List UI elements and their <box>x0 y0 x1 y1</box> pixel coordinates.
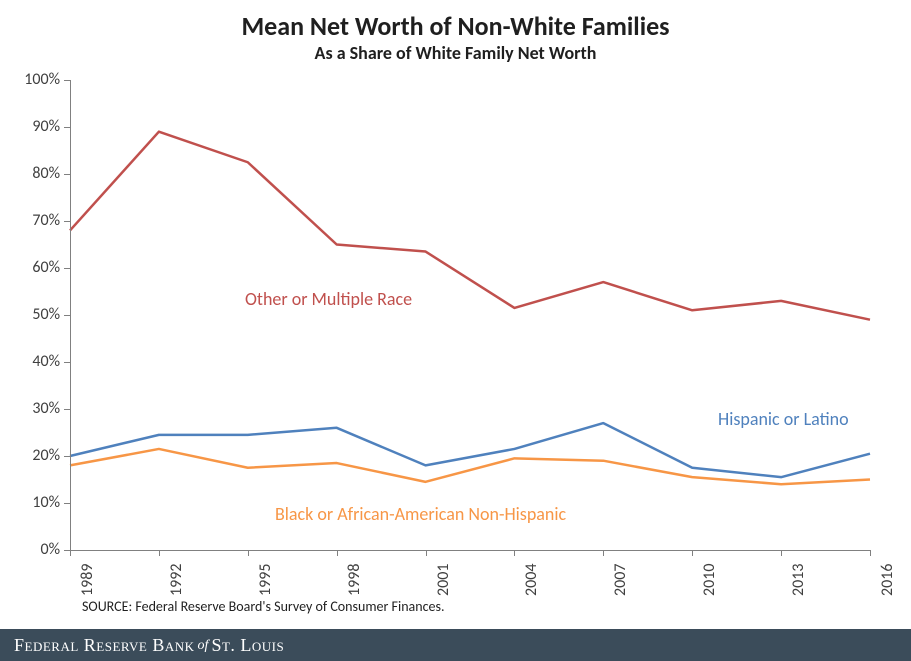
footer-bank-part1: Federal Reserve Bank <box>14 635 195 656</box>
source-text: SOURCE: Federal Reserve Board's Survey o… <box>82 598 445 615</box>
y-tick-label: 70% <box>0 211 60 230</box>
footer-of: of <box>198 637 209 654</box>
series-line <box>70 132 870 320</box>
y-tick-mark <box>64 127 70 128</box>
y-tick-label: 0% <box>0 540 60 559</box>
y-tick-mark <box>64 174 70 175</box>
series-label: Other or Multiple Race <box>245 288 412 310</box>
y-tick-mark <box>64 80 70 81</box>
x-tick-mark <box>870 550 871 556</box>
y-tick-label: 90% <box>0 117 60 136</box>
page-root: Mean Net Worth of Non-White Families As … <box>0 0 911 661</box>
y-tick-mark <box>64 362 70 363</box>
footer-bank-part2: St. Louis <box>211 635 284 656</box>
x-tick-label: 2004 <box>522 564 541 596</box>
y-tick-label: 10% <box>0 493 60 512</box>
y-tick-label: 100% <box>0 70 60 89</box>
y-tick-label: 30% <box>0 399 60 418</box>
x-tick-mark <box>159 550 160 556</box>
x-tick-mark <box>603 550 604 556</box>
plot-area: 0%10%20%30%40%50%60%70%80%90%100%1989199… <box>70 80 870 550</box>
y-tick-label: 80% <box>0 164 60 183</box>
chart-area: 0% 10% 20% 30% 40% 50% 60% 70% 80% 90% 100% 1989 199… <box>0 0 911 661</box>
x-tick-mark <box>70 550 71 556</box>
x-tick-label: 1989 <box>78 564 97 596</box>
y-axis <box>70 80 71 550</box>
x-tick-label: 1992 <box>167 564 186 596</box>
y-tick-mark <box>64 315 70 316</box>
x-tick-label: 2007 <box>611 564 630 596</box>
footer-bar: Federal Reserve Bank of St. Louis <box>0 629 911 661</box>
x-tick-label: 2001 <box>434 564 453 596</box>
y-tick-mark <box>64 503 70 504</box>
y-tick-label: 60% <box>0 258 60 277</box>
y-tick-label: 20% <box>0 446 60 465</box>
x-tick-label: 2010 <box>700 564 719 596</box>
y-tick-mark <box>64 221 70 222</box>
x-axis <box>70 550 870 551</box>
y-tick-mark <box>64 456 70 457</box>
x-tick-label: 1998 <box>345 564 364 596</box>
lines-svg <box>70 80 870 550</box>
x-tick-mark <box>337 550 338 556</box>
x-tick-label: 2016 <box>878 564 897 596</box>
x-tick-mark <box>692 550 693 556</box>
x-tick-mark <box>514 550 515 556</box>
series-line <box>70 449 870 484</box>
x-tick-label: 2013 <box>789 564 808 596</box>
y-tick-mark <box>64 268 70 269</box>
y-tick-label: 50% <box>0 305 60 324</box>
x-tick-mark <box>426 550 427 556</box>
series-label: Hispanic or Latino <box>718 408 849 430</box>
y-tick-label: 40% <box>0 352 60 371</box>
x-tick-mark <box>248 550 249 556</box>
series-label: Black or African-American Non-Hispanic <box>275 503 566 525</box>
x-tick-label: 1995 <box>256 564 275 596</box>
y-tick-mark <box>64 409 70 410</box>
x-tick-mark <box>781 550 782 556</box>
